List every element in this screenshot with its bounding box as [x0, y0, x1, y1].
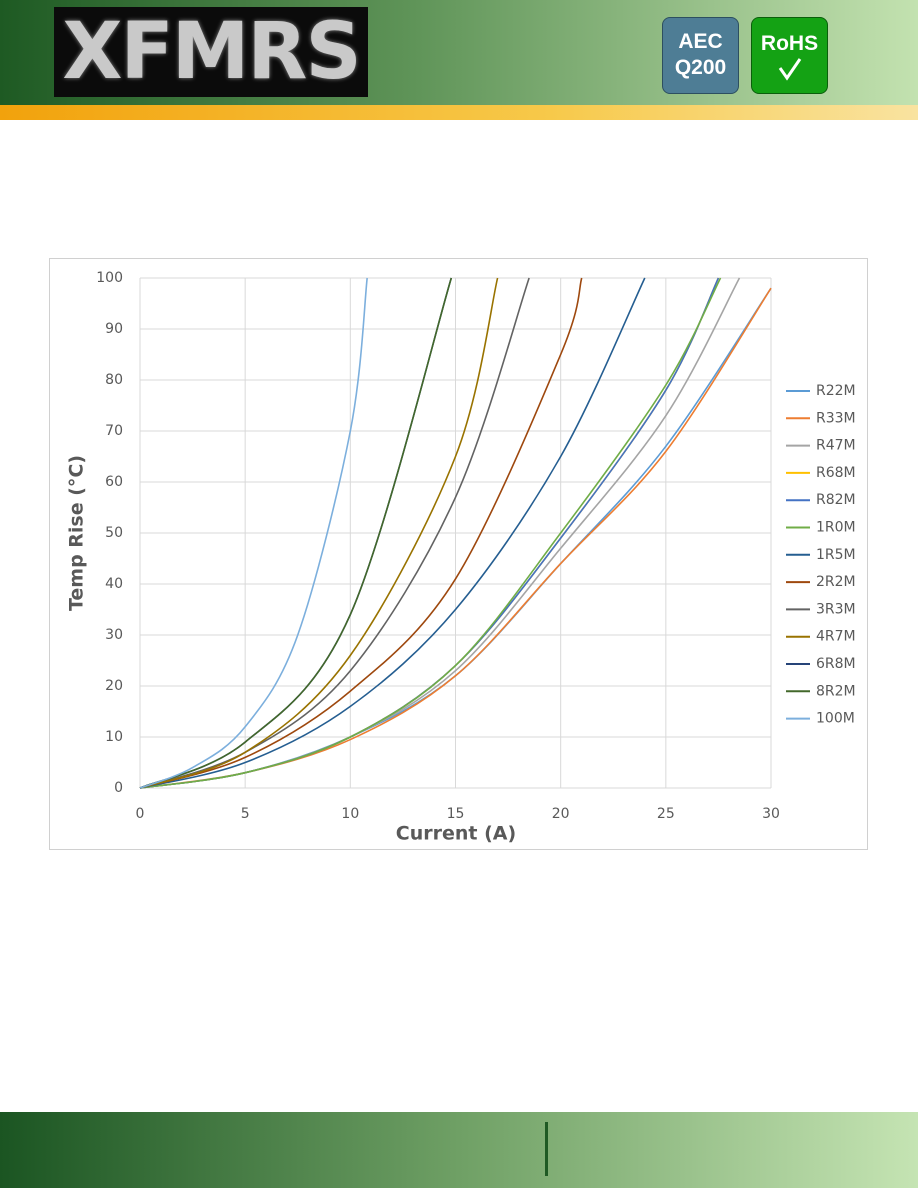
- y-tick-label: 90: [105, 321, 123, 337]
- x-tick-label: 30: [762, 806, 780, 822]
- y-tick-label: 100: [96, 270, 123, 286]
- legend-label: 3R3M: [816, 601, 856, 617]
- x-tick-label: 20: [552, 806, 570, 822]
- series-line: [139, 277, 722, 789]
- badge-text: AEC: [678, 30, 723, 53]
- series-line: [139, 277, 453, 789]
- legend-label: R47M: [816, 438, 856, 454]
- y-tick-label: 10: [105, 729, 123, 745]
- x-tick-label: 25: [657, 806, 675, 822]
- rohs-badge: RoHS: [751, 17, 828, 94]
- series-line: [139, 277, 368, 789]
- series-line: [139, 277, 499, 789]
- legend-label: R22M: [816, 383, 856, 399]
- legend-label: 1R5M: [816, 547, 856, 563]
- y-tick-label: 50: [105, 525, 123, 541]
- y-tick-label: 20: [105, 678, 123, 694]
- y-axis-title: Temp Rise (°C): [66, 455, 88, 611]
- footer-band: [0, 1112, 918, 1188]
- header-band: XFMRS AEC Q200 RoHS: [0, 0, 918, 105]
- y-tick-label: 70: [105, 423, 123, 439]
- series-line: [139, 277, 646, 789]
- x-tick-label: 0: [136, 806, 145, 822]
- badge-text: RoHS: [760, 32, 819, 55]
- y-tick-label: 30: [105, 627, 123, 643]
- x-tick-label: 5: [241, 806, 250, 822]
- x-axis-title: Current (A): [396, 823, 516, 845]
- series-line: [139, 277, 583, 789]
- legend-label: 4R7M: [816, 629, 856, 645]
- x-tick-label: 15: [447, 806, 465, 822]
- series-line: [139, 277, 530, 789]
- check-icon: [778, 58, 801, 81]
- y-tick-label: 40: [105, 576, 123, 592]
- legend-label: 1R0M: [816, 520, 856, 536]
- legend-label: R82M: [816, 492, 856, 508]
- y-tick-label: 80: [105, 372, 123, 388]
- footer-divider: [545, 1122, 548, 1176]
- y-tick-label: 60: [105, 474, 123, 490]
- legend-label: 100M: [816, 711, 855, 727]
- badge-text: Q200: [674, 56, 727, 79]
- chart: Current (A) Temp Rise (°C) 0102030405060…: [49, 258, 868, 850]
- legend-label: 6R8M: [816, 656, 856, 672]
- y-tick-label: 0: [114, 780, 123, 796]
- aec-badge: AEC Q200: [662, 17, 739, 94]
- legend-label: R68M: [816, 465, 856, 481]
- legend-label: R33M: [816, 410, 856, 426]
- logo: XFMRS: [54, 7, 368, 97]
- x-tick-label: 10: [341, 806, 359, 822]
- legend-label: 8R2M: [816, 683, 856, 699]
- legend-label: 2R2M: [816, 574, 856, 590]
- chart-frame: [49, 258, 868, 850]
- header-stripe: [0, 105, 918, 120]
